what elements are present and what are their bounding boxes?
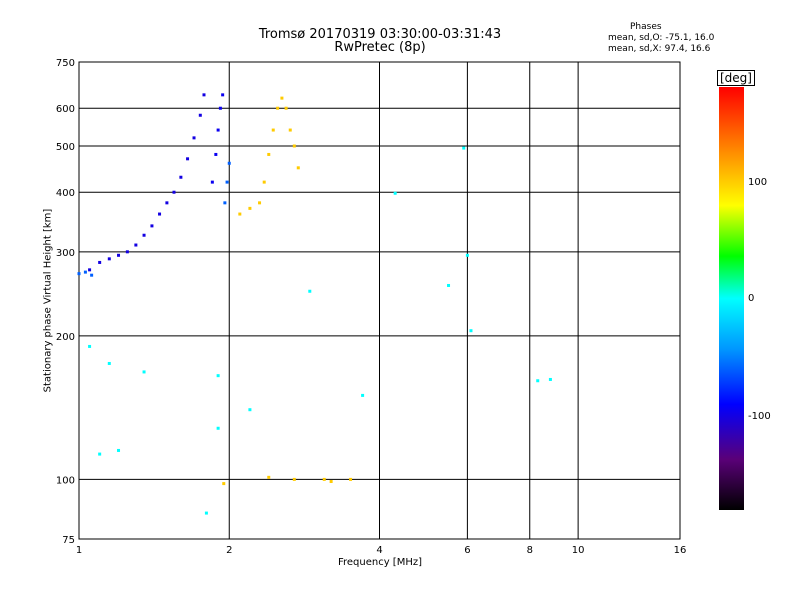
data-point — [349, 477, 353, 481]
y-tick-label: 200 — [56, 332, 75, 343]
data-point — [271, 128, 275, 132]
colorbar-unit: [deg] — [717, 70, 755, 86]
data-point — [361, 393, 365, 397]
grid-lines — [78, 61, 681, 540]
data-point — [150, 224, 154, 228]
data-point — [447, 283, 451, 287]
stats-heading: Phases — [630, 22, 662, 32]
y-tick-label: 750 — [56, 58, 75, 69]
data-point — [142, 233, 146, 237]
data-point — [221, 93, 225, 97]
data-point — [267, 152, 271, 156]
x-tick-label: 16 — [674, 545, 687, 556]
tick-labels: 1 2 4 6 8 10 16 75 100 200 300 400 500 600 750 — [56, 58, 686, 556]
y-tick-label: 75 — [62, 535, 75, 546]
y-tick-label: 300 — [56, 248, 75, 259]
data-point — [225, 180, 229, 184]
data-point — [216, 426, 220, 430]
data-point — [292, 477, 296, 481]
data-point — [192, 136, 196, 140]
data-points — [77, 93, 552, 515]
data-point — [134, 243, 138, 247]
data-point — [322, 477, 326, 481]
data-point — [172, 190, 176, 194]
x-tick-label: 6 — [464, 545, 470, 556]
data-point — [262, 180, 266, 184]
colorbar-tick-100: 100 — [748, 177, 768, 188]
data-point — [284, 106, 288, 110]
data-point — [210, 180, 214, 184]
data-point — [186, 157, 190, 161]
x-tick-label: 2 — [226, 545, 232, 556]
data-point — [165, 201, 169, 205]
data-point — [288, 128, 292, 132]
data-point — [462, 146, 466, 150]
y-tick-label: 500 — [56, 142, 75, 153]
data-point — [216, 128, 220, 132]
data-point — [227, 161, 231, 165]
data-point — [280, 96, 284, 100]
data-point — [90, 273, 94, 277]
data-point — [107, 361, 111, 365]
y-tick-label: 100 — [56, 475, 75, 486]
stats-o-mode: mean, sd,O: -75.1, 16.0 — [608, 33, 715, 43]
data-point — [308, 289, 312, 293]
data-point — [218, 106, 222, 110]
data-point — [214, 152, 218, 156]
plot-title: Tromsø 20170319 03:30:00-03:31:43 — [258, 27, 502, 42]
data-point — [179, 175, 183, 179]
colorbar-tick-minus-100: -100 — [748, 411, 771, 422]
data-point — [248, 408, 252, 412]
data-point — [204, 511, 208, 515]
data-point — [83, 270, 87, 274]
data-point — [98, 452, 102, 456]
data-point — [222, 482, 226, 486]
x-tick-label: 8 — [527, 545, 533, 556]
y-tick-label: 600 — [56, 104, 75, 115]
data-point — [238, 212, 242, 216]
x-tick-label: 1 — [76, 545, 82, 556]
data-point — [216, 374, 220, 378]
data-point — [465, 253, 469, 257]
colorbar-tick-0: 0 — [748, 293, 755, 304]
data-point — [77, 272, 81, 276]
x-axis-label: Frequency [MHz] — [337, 557, 423, 568]
data-point — [276, 106, 280, 110]
colorbar — [719, 87, 744, 510]
x-tick-label: 10 — [572, 545, 585, 556]
data-point — [125, 250, 129, 254]
data-point — [296, 166, 300, 170]
data-point — [329, 479, 333, 483]
data-point — [248, 206, 252, 210]
data-point — [198, 113, 202, 117]
data-point — [536, 379, 540, 383]
data-point — [117, 253, 121, 257]
data-point — [158, 212, 162, 216]
data-point — [142, 370, 146, 374]
data-point — [548, 377, 552, 381]
data-point — [469, 329, 473, 333]
data-point — [393, 191, 397, 195]
data-point — [88, 268, 92, 272]
y-tick-label: 400 — [56, 188, 75, 199]
data-point — [267, 475, 271, 479]
stats-x-mode: mean, sd,X: 97.4, 16.6 — [608, 44, 711, 54]
data-point — [88, 344, 92, 348]
data-point — [223, 201, 227, 205]
data-point — [258, 201, 262, 205]
data-point — [98, 260, 102, 264]
data-point — [292, 144, 296, 148]
data-point — [202, 93, 206, 97]
plot-subtitle: RwPretec (8p) — [334, 40, 426, 55]
x-tick-label: 4 — [376, 545, 382, 556]
data-point — [107, 257, 111, 261]
data-point — [117, 448, 121, 452]
